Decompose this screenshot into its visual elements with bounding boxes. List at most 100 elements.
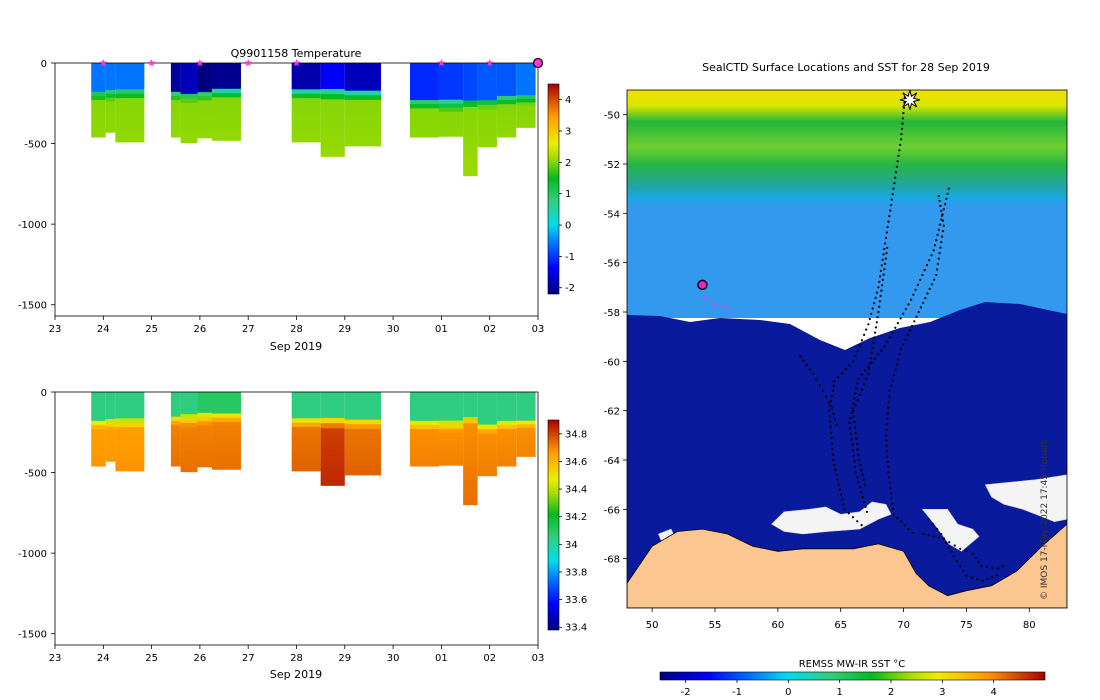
track-point: [962, 569, 965, 573]
track-point: [878, 280, 881, 283]
section-cell: [477, 100, 497, 106]
section-cell: [115, 89, 145, 95]
section-cell: [410, 429, 439, 434]
y-tick-label: -500: [24, 469, 47, 480]
section-cell: [516, 424, 536, 429]
track-point: [900, 520, 903, 523]
section-cell: [463, 150, 478, 158]
section-cell: [516, 70, 536, 75]
section-cell: [91, 400, 106, 405]
section-cell: [516, 77, 536, 82]
track-point: [867, 365, 870, 368]
track-point: [921, 273, 924, 277]
track-point: [877, 310, 880, 314]
section-cell: [291, 128, 321, 134]
section-cell: [180, 423, 198, 428]
section-cell: [180, 111, 198, 117]
track-point: [935, 239, 938, 242]
section-cell: [410, 71, 439, 76]
section-cell: [463, 169, 478, 177]
track-point: [831, 389, 834, 392]
section-cell: [115, 80, 145, 86]
section-cell: [291, 124, 321, 130]
section-cell: [170, 71, 181, 76]
section-cell: [344, 424, 382, 430]
section-cell: [291, 431, 321, 437]
track-point: [852, 409, 855, 412]
section-cell: [91, 124, 106, 130]
section-cell: [170, 453, 181, 459]
section-cell: [115, 71, 145, 77]
section-cell: [516, 427, 536, 432]
section-cell: [291, 409, 321, 415]
section-cell: [211, 101, 241, 107]
salinity-panel: 23 24 25 26 27 28 29 30 01 02 03 0 -500 -1000 -1500 Se…: [18, 388, 587, 681]
track-point: [829, 404, 832, 407]
section-cell: [320, 433, 345, 440]
track-point: [881, 258, 884, 261]
track-point: [883, 247, 886, 251]
track-point: [891, 193, 894, 196]
track-point: [828, 415, 831, 418]
sst-colorbar-tick-label: -1: [732, 687, 742, 698]
section-cell: [115, 63, 145, 68]
section-cell: [115, 98, 145, 103]
section-cell: [320, 459, 345, 466]
track-point: [854, 426, 857, 429]
section-cell: [438, 404, 464, 409]
track-point: [878, 300, 882, 303]
section-cell: [438, 444, 464, 450]
colorbar-tick-label: 34: [565, 540, 578, 551]
section-cell: [211, 422, 241, 427]
track-point: [898, 353, 901, 356]
section-cell: [291, 93, 321, 99]
section-cell: [320, 449, 345, 455]
section-cell: [477, 104, 497, 110]
section-cell: [516, 434, 536, 439]
section-cell: [344, 122, 382, 128]
section-cell: [516, 98, 536, 103]
section-cell: [477, 401, 497, 407]
section-cell: [344, 132, 382, 138]
track-point: [863, 369, 867, 372]
track-point: [854, 354, 857, 358]
track-point: [852, 415, 856, 418]
section-cell: [115, 84, 145, 90]
section-cell: [516, 399, 536, 404]
section-cell: [463, 94, 478, 102]
track-point: [900, 133, 903, 136]
section-cell: [463, 144, 478, 152]
section-cell: [496, 457, 517, 463]
section-cell: [516, 113, 536, 118]
section-cell: [115, 120, 145, 125]
section-cell: [496, 424, 517, 430]
track-point: [917, 310, 920, 314]
section-cell: [477, 137, 497, 143]
track-point: [886, 412, 890, 415]
section-cell: [197, 71, 212, 76]
section-cell: [463, 460, 478, 468]
sst-colorbar: [659, 671, 1046, 681]
section-cell: [463, 479, 478, 487]
track-point: [930, 283, 934, 286]
section-cell: [438, 436, 464, 442]
section-cell: [105, 97, 116, 102]
section-cell: [410, 108, 439, 113]
section-cell: [115, 124, 145, 130]
temperature-colorbar-ticks: 4 3 2 1 0 -1 -2: [559, 95, 575, 294]
section-cell: [170, 120, 181, 126]
section-cell: [320, 480, 345, 486]
track-point: [834, 468, 837, 471]
colorbar-tick-label: 33.8: [565, 567, 587, 578]
track-point: [852, 454, 855, 457]
track-point: [885, 428, 888, 431]
section-cell: [105, 128, 116, 133]
section-cell: [211, 123, 241, 128]
section-cell: [344, 438, 382, 444]
map-x-tick-label: 55: [709, 620, 722, 631]
section-cell: [170, 91, 181, 97]
colorbar-tick-label: 34.4: [565, 485, 587, 496]
track-point: [867, 323, 870, 326]
track-point: [873, 336, 876, 339]
track-point: [971, 552, 974, 555]
